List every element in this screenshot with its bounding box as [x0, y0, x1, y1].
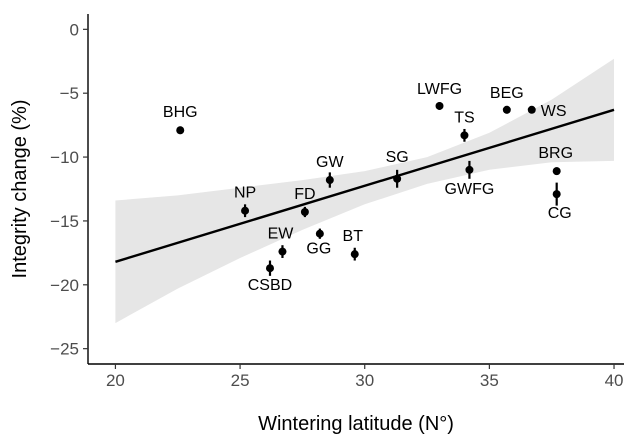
x-tick-label-35: 35 — [480, 371, 499, 390]
point-gg — [315, 229, 324, 238]
axes-layer: 20 25 30 35 40 0 −5 −10 −15 −20 −25 — [50, 14, 624, 390]
x-tick-label-25: 25 — [231, 371, 250, 390]
regression-line — [115, 108, 615, 263]
point-beg — [502, 105, 511, 114]
point-label-ts: TS — [454, 109, 474, 126]
point-label-lwfg: LWFG — [417, 81, 462, 98]
point-label-gw: GW — [316, 154, 344, 171]
point-label-bt: BT — [343, 228, 364, 245]
point-label-csbd: CSBD — [248, 277, 292, 294]
point-ts — [460, 131, 469, 140]
point-gwfg — [465, 165, 474, 174]
point-bhg — [176, 126, 185, 135]
point-label-beg: BEG — [490, 85, 524, 102]
point-label-fd: FD — [294, 186, 315, 203]
x-tick-label-40: 40 — [605, 371, 624, 390]
point-label-ew: EW — [268, 226, 295, 243]
point-label-np: NP — [234, 185, 256, 202]
x-axis-title: Wintering latitude (N°) — [258, 413, 454, 435]
y-tick-label-0: 0 — [70, 20, 79, 39]
point-sg — [393, 174, 402, 183]
point-label-cg: CG — [548, 205, 572, 222]
point-label-bhg: BHG — [163, 104, 198, 121]
point-brg — [552, 167, 561, 176]
point-csbd — [265, 264, 274, 273]
point-bt — [350, 250, 359, 259]
confidence-band-layer — [115, 58, 615, 324]
points-layer — [176, 101, 561, 276]
x-tick-label-20: 20 — [106, 371, 125, 390]
point-cg — [552, 190, 561, 199]
point-fd — [300, 207, 309, 216]
point-label-gg: GG — [306, 241, 331, 258]
y-tick-label-4: −20 — [50, 276, 79, 295]
x-tick-label-30: 30 — [355, 371, 374, 390]
y-tick-label-5: −25 — [50, 340, 79, 359]
point-label-sg: SG — [386, 149, 409, 166]
point-label-brg: BRG — [538, 145, 573, 162]
fit-line-layer — [115, 108, 615, 263]
point-np — [241, 206, 250, 215]
y-tick-label-2: −10 — [50, 148, 79, 167]
point-label-ws: WS — [541, 103, 567, 120]
y-tick-label-3: −15 — [50, 212, 79, 231]
point-label-gwfg: GWFG — [445, 181, 495, 198]
confidence-band — [115, 58, 615, 324]
y-tick-label-1: −5 — [60, 84, 79, 103]
point-labels-layer: BHG NP CSBD EW FD GG GW BT SG LWFG TS GWFG BEG WS BRG C… — [163, 81, 573, 294]
point-ws — [527, 105, 536, 114]
point-gw — [325, 176, 334, 185]
point-ew — [278, 247, 287, 256]
y-axis-title: Integrity change (%) — [9, 100, 31, 279]
point-lwfg — [435, 101, 444, 110]
